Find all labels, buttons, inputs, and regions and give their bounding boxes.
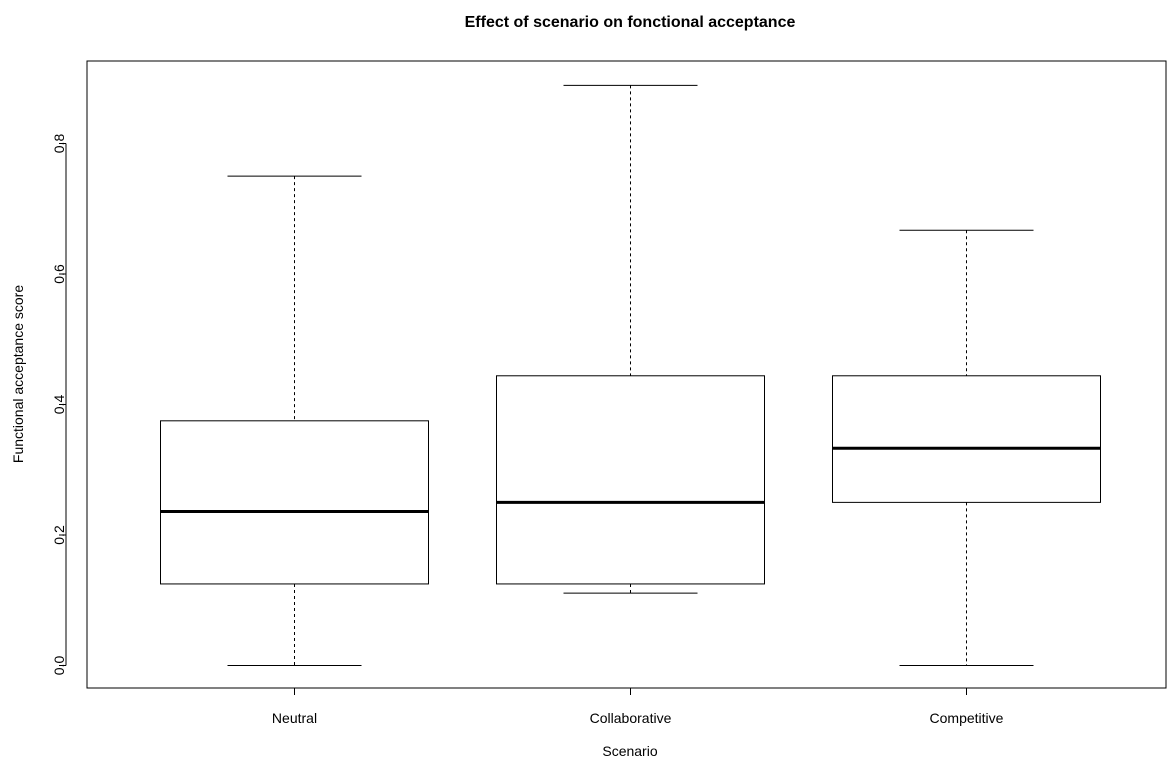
box-neutral (160, 175, 429, 666)
iqr-box (496, 375, 765, 585)
x-axis-label: Scenario (602, 743, 657, 759)
box-collaborative (496, 84, 765, 594)
y-tick-label: 0.4 (51, 395, 67, 415)
x-tick-label: Competitive (930, 710, 1004, 726)
y-tick-label: 0.2 (51, 525, 67, 545)
y-tick-label: 0.0 (51, 656, 67, 676)
iqr-box (160, 420, 429, 585)
y-axis: 0.0 0.2 0.4 0.6 0.8 (51, 134, 67, 676)
x-tick-label: Collaborative (590, 710, 672, 726)
iqr-box (832, 375, 1101, 503)
x-axis: Neutral Collaborative Competitive (272, 687, 1004, 726)
plot-area-frame (86, 60, 1167, 689)
x-tick-label: Neutral (272, 710, 317, 726)
boxes (160, 84, 1101, 666)
y-tick-label: 0.8 (51, 134, 67, 154)
y-axis-label: Functional acceptance score (10, 285, 26, 463)
box-competitive (832, 229, 1101, 666)
chart-title: Effect of scenario on fonctional accepta… (465, 14, 796, 31)
y-tick-label: 0.6 (51, 264, 67, 284)
